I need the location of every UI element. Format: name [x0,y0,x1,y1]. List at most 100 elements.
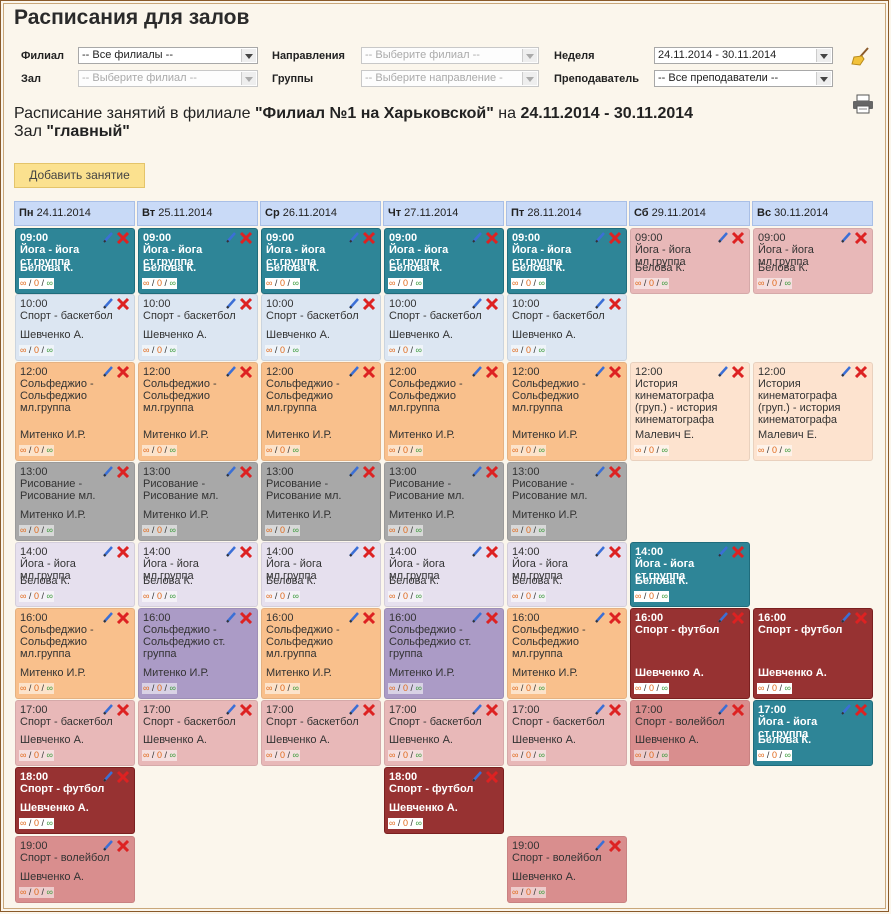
delete-icon[interactable] [239,365,253,379]
lesson-actions[interactable] [347,611,377,625]
lesson-actions[interactable] [224,365,254,379]
edit-icon[interactable] [101,839,114,852]
edit-icon[interactable] [593,297,606,310]
lesson-actions[interactable] [224,231,254,245]
lesson-actions[interactable] [839,365,869,379]
lesson-actions[interactable] [839,611,869,625]
lesson-card[interactable]: 10:00 Спорт - баскетбол Шевченко А. ∞ / 0 /… [261,294,381,361]
edit-icon[interactable] [593,465,606,478]
lesson-actions[interactable] [470,545,500,559]
edit-icon[interactable] [101,545,114,558]
delete-icon[interactable] [239,703,253,717]
lesson-card[interactable]: 09:00 Йога - йога мл.группа Белова К. ∞ / 0… [753,228,873,294]
delete-icon[interactable] [239,611,253,625]
edit-icon[interactable] [593,839,606,852]
lesson-card[interactable]: 09:00 Йога - йога ст.группа Белова К. ∞ / 0… [138,228,258,294]
lesson-actions[interactable] [101,297,131,311]
edit-icon[interactable] [470,545,483,558]
lesson-actions[interactable] [347,365,377,379]
delete-icon[interactable] [608,231,622,245]
lesson-actions[interactable] [224,297,254,311]
edit-icon[interactable] [347,703,360,716]
delete-icon[interactable] [608,365,622,379]
delete-icon[interactable] [854,611,868,625]
lesson-actions[interactable] [470,231,500,245]
lesson-actions[interactable] [716,703,746,717]
lesson-card[interactable]: 13:00 Рисование - Рисование мл. Митенко И.… [384,462,504,541]
lesson-card[interactable]: 10:00 Спорт - баскетбол Шевченко А. ∞ / 0 /… [384,294,504,361]
delete-icon[interactable] [608,545,622,559]
lesson-card[interactable]: 09:00 Йога - йога ст.группа Белова К. ∞ / 0… [15,228,135,294]
edit-icon[interactable] [101,703,114,716]
lesson-card[interactable]: 17:00 Спорт - баскетбол Шевченко А. ∞ / 0 /… [261,700,381,766]
add-lesson-button[interactable]: Добавить занятие [14,163,145,188]
lesson-actions[interactable] [347,231,377,245]
lesson-actions[interactable] [470,770,500,784]
edit-icon[interactable] [839,365,852,378]
lesson-card[interactable]: 12:00 Сольфеджио - Сольфеджио мл.группа Ми… [261,362,381,461]
lesson-actions[interactable] [470,465,500,479]
lesson-actions[interactable] [224,545,254,559]
lesson-actions[interactable] [470,297,500,311]
delete-icon[interactable] [116,231,130,245]
delete-icon[interactable] [485,465,499,479]
lesson-actions[interactable] [470,611,500,625]
lesson-card[interactable]: 17:00 Спорт - волейбол Шевченко А. ∞ / 0 / … [630,700,750,766]
lesson-actions[interactable] [224,465,254,479]
delete-icon[interactable] [731,231,745,245]
delete-icon[interactable] [116,365,130,379]
lesson-actions[interactable] [347,297,377,311]
lesson-actions[interactable] [224,703,254,717]
lesson-card[interactable]: 17:00 Йога - йога ст.группа Белова К. ∞ / 0… [753,700,873,766]
delete-icon[interactable] [239,465,253,479]
delete-icon[interactable] [854,365,868,379]
delete-icon[interactable] [608,611,622,625]
delete-icon[interactable] [116,465,130,479]
lesson-card[interactable]: 12:00 История кинематографа (груп.) - ист… [630,362,750,461]
lesson-card[interactable]: 12:00 Сольфеджио - Сольфеджио мл.группа Ми… [138,362,258,461]
delete-icon[interactable] [731,365,745,379]
delete-icon[interactable] [485,365,499,379]
lesson-actions[interactable] [593,465,623,479]
edit-icon[interactable] [839,703,852,716]
delete-icon[interactable] [116,770,130,784]
lesson-actions[interactable] [101,611,131,625]
edit-icon[interactable] [224,231,237,244]
delete-icon[interactable] [731,611,745,625]
lesson-card[interactable]: 16:00 Сольфеджио - Сольфеджио мл.группа Ми… [15,608,135,699]
edit-icon[interactable] [716,703,729,716]
delete-icon[interactable] [485,545,499,559]
delete-icon[interactable] [116,545,130,559]
lesson-card[interactable]: 14:00 Йога - йога мл.группа Белова К. ∞ / 0… [15,542,135,607]
delete-icon[interactable] [116,297,130,311]
delete-icon[interactable] [116,703,130,717]
edit-icon[interactable] [347,365,360,378]
lesson-actions[interactable] [839,231,869,245]
lesson-card[interactable]: 14:00 Йога - йога мл.группа Белова К. ∞ / 0… [384,542,504,607]
lesson-actions[interactable] [347,703,377,717]
delete-icon[interactable] [608,465,622,479]
edit-icon[interactable] [224,365,237,378]
lesson-actions[interactable] [101,231,131,245]
delete-icon[interactable] [116,611,130,625]
lesson-card[interactable]: 12:00 Сольфеджио - Сольфеджио мл.группа Ми… [15,362,135,461]
edit-icon[interactable] [224,545,237,558]
lesson-card[interactable]: 16:00 Сольфеджио - Сольфеджио мл.группа Ми… [261,608,381,699]
edit-icon[interactable] [839,231,852,244]
lesson-card[interactable]: 17:00 Спорт - баскетбол Шевченко А. ∞ / 0 /… [507,700,627,766]
edit-icon[interactable] [347,545,360,558]
delete-icon[interactable] [362,465,376,479]
delete-icon[interactable] [731,703,745,717]
edit-icon[interactable] [716,611,729,624]
lesson-card[interactable]: 12:00 Сольфеджио - Сольфеджио мл.группа Ми… [507,362,627,461]
teacher-select[interactable]: -- Все преподаватели -- [654,70,833,87]
lesson-actions[interactable] [593,231,623,245]
delete-icon[interactable] [485,297,499,311]
lesson-actions[interactable] [470,703,500,717]
delete-icon[interactable] [608,839,622,853]
delete-icon[interactable] [608,297,622,311]
lesson-card[interactable]: 16:00 Сольфеджио - Сольфеджио ст. группа М… [138,608,258,699]
edit-icon[interactable] [224,465,237,478]
lesson-card[interactable]: 16:00 Сольфеджио - Сольфеджио ст. группа М… [384,608,504,699]
edit-icon[interactable] [470,465,483,478]
